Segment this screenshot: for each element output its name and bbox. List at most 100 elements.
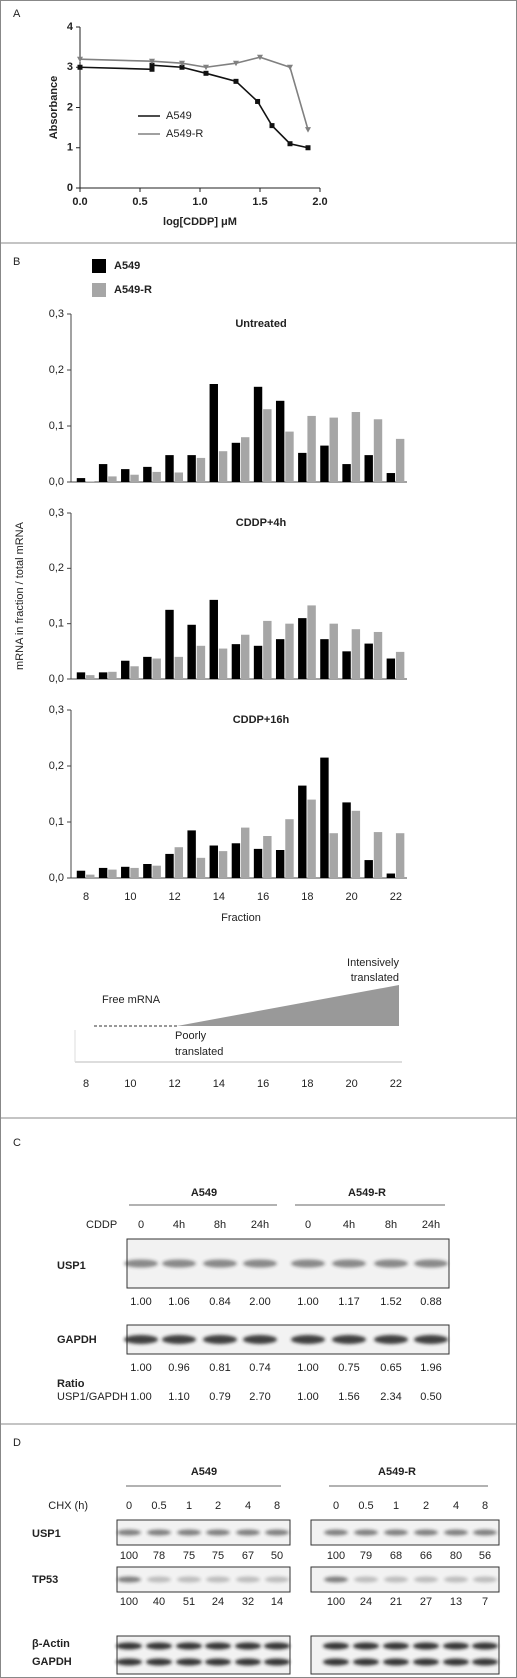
bar (231, 442, 241, 482)
panel-label: D (13, 1437, 21, 1449)
lane-label: 1 (186, 1500, 192, 1512)
group-label: A549 (191, 1187, 217, 1199)
point (255, 98, 261, 104)
y-tick-label: 0,3 (49, 507, 64, 519)
y-axis-label: Absorbance (48, 76, 60, 140)
blot-band (206, 1576, 230, 1583)
x-tick-label: 22 (390, 891, 402, 903)
bar (298, 452, 307, 482)
point (149, 58, 155, 65)
quant-value: 0.81 (209, 1362, 230, 1374)
x-tick-label: 12 (168, 891, 180, 903)
lane-label: 1 (393, 1500, 399, 1512)
bar (351, 810, 361, 878)
blot-band (177, 1529, 201, 1536)
loading-label: GAPDH (32, 1656, 72, 1668)
lane-label: 8 (482, 1500, 488, 1512)
bar (174, 656, 184, 679)
point (233, 78, 239, 84)
lane-label: 4 (453, 1500, 459, 1512)
bar (209, 845, 218, 878)
bar (143, 864, 152, 878)
bar (121, 660, 130, 679)
blot-band (243, 1335, 277, 1344)
blot-band (414, 1576, 438, 1583)
blot-box (116, 1519, 291, 1546)
quant-value: 67 (242, 1550, 254, 1562)
schematic-label: Intensively (347, 957, 399, 969)
bar (130, 474, 139, 482)
blot-band (354, 1576, 378, 1583)
bar (285, 431, 294, 482)
bar (98, 464, 108, 482)
blot-band (443, 1642, 469, 1650)
bar (373, 419, 383, 482)
blot-band (176, 1658, 202, 1666)
x-tick-label: 1.5 (252, 196, 267, 208)
bar (307, 605, 316, 679)
bar (253, 386, 263, 482)
treatment-label: CHX (h) (48, 1500, 88, 1512)
blot-band (176, 1642, 202, 1650)
blot-band (162, 1259, 196, 1268)
blot-band (243, 1259, 277, 1268)
bar (373, 631, 383, 679)
bar (342, 651, 351, 679)
blot-band (236, 1529, 260, 1536)
bar (320, 445, 329, 482)
ratio-value: 0.79 (209, 1391, 230, 1403)
blot-band (383, 1642, 409, 1650)
panel-label: C (13, 1137, 21, 1149)
point (257, 54, 263, 61)
bar (187, 455, 196, 482)
ratio-value: 0.50 (420, 1391, 441, 1403)
bar (329, 623, 338, 679)
legend-swatch (92, 283, 106, 297)
bar (231, 644, 241, 679)
schematic-tick-label: 16 (257, 1078, 269, 1090)
bar (86, 675, 95, 679)
bar (218, 451, 228, 482)
bar (342, 464, 351, 482)
panel-title: CDDP+16h (233, 714, 290, 726)
bar (329, 833, 338, 878)
point (233, 60, 239, 67)
bar (386, 873, 396, 878)
y-axis-label: mRNA in fraction / total mRNA (14, 521, 26, 670)
bar (130, 867, 139, 878)
row-label: USP1 (32, 1528, 61, 1540)
blot-band (374, 1335, 408, 1344)
blot-band (177, 1576, 201, 1583)
panel-label: A (13, 8, 21, 20)
bar (386, 473, 396, 482)
schematic-label: translated (175, 1046, 223, 1058)
panel-title: CDDP+4h (236, 517, 287, 529)
blot-band (124, 1335, 158, 1344)
blot-band (384, 1576, 408, 1583)
blot-band (205, 1658, 231, 1666)
bar (121, 469, 130, 482)
blot-band (414, 1335, 448, 1344)
bar (241, 827, 250, 878)
bar (320, 639, 329, 679)
quant-value: 78 (153, 1550, 165, 1562)
bar (196, 457, 206, 482)
bar (231, 843, 241, 878)
bar (241, 634, 250, 679)
blot-band (414, 1259, 448, 1268)
y-tick-label: 0,0 (49, 673, 64, 685)
bar (395, 651, 405, 679)
blot-band (413, 1658, 439, 1666)
bar (364, 860, 373, 878)
blot-band (353, 1658, 379, 1666)
y-tick-label: 0 (67, 182, 73, 194)
blot-band (324, 1576, 348, 1583)
bar (218, 648, 228, 679)
x-tick-label: 10 (124, 891, 136, 903)
quant-value: 100 (327, 1550, 345, 1562)
loading-label: β-Actin (32, 1638, 70, 1650)
quant-value: 0.65 (380, 1362, 401, 1374)
y-tick-label: 4 (67, 21, 74, 33)
translation-gradient (177, 985, 399, 1026)
